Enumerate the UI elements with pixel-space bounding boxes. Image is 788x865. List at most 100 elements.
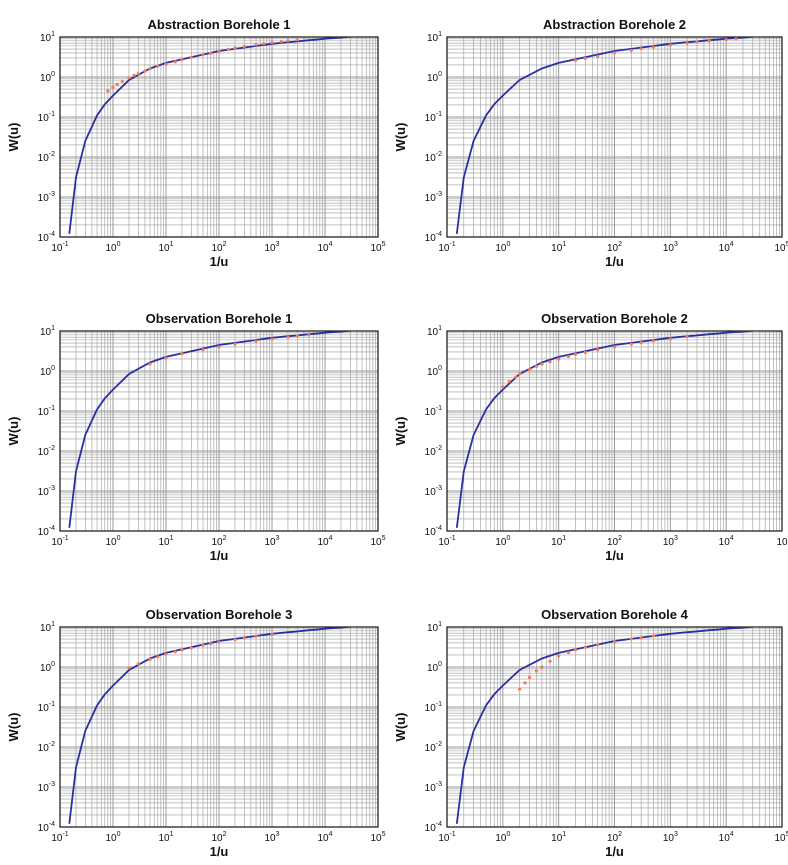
data-point: [534, 364, 539, 368]
x-axis-label: 1/u: [605, 844, 624, 859]
data-point: [651, 339, 656, 343]
data-point: [132, 73, 136, 77]
y-tick-label: 101: [427, 325, 442, 338]
x-axis-label: 1/u: [210, 844, 229, 859]
x-tick-label: 105: [774, 241, 788, 254]
plot-grid: [446, 37, 782, 238]
x-tick-label: 101: [158, 241, 173, 254]
x-tick-label: 103: [264, 241, 279, 254]
data-point: [596, 54, 600, 58]
data-point: [514, 375, 518, 379]
data-point: [164, 356, 168, 360]
data-point: [583, 56, 587, 61]
data-point: [226, 47, 230, 52]
data-point: [148, 362, 152, 366]
chart-title: Abstraction Borehole 1: [147, 17, 290, 32]
data-point: [254, 634, 258, 638]
data-point: [148, 657, 152, 662]
y-tick-label: 101: [40, 31, 55, 44]
y-axis-label: W(u): [393, 713, 408, 742]
x-tick-label: 102: [607, 535, 622, 548]
x-tick-label: 102: [607, 831, 622, 844]
chart-panel-3: Observation Borehole 1 10-1 100 101 102 103 10…: [6, 311, 386, 563]
y-tick-label: 10-4: [38, 231, 55, 244]
data-point: [270, 40, 274, 45]
y-tick-label: 10-1: [425, 701, 442, 714]
data-point: [106, 89, 110, 93]
data-point: [201, 348, 205, 352]
data-point: [242, 636, 246, 640]
y-tick-label: 10-3: [425, 191, 442, 204]
x-axis-label: 1/u: [605, 254, 624, 269]
data-point: [540, 665, 544, 669]
data-point: [548, 659, 552, 663]
data-point: [233, 638, 237, 642]
y-tick-label: 10-1: [38, 701, 55, 714]
x-tick-label: 10-1: [438, 535, 455, 548]
data-point: [173, 650, 177, 654]
data-point: [685, 335, 689, 339]
data-point: [233, 46, 237, 50]
data-point: [612, 640, 617, 644]
y-tick-label: 10-4: [38, 525, 55, 538]
data-point: [566, 650, 571, 655]
y-tick-label: 10-2: [425, 151, 442, 164]
x-tick-label: 105: [370, 831, 385, 844]
x-axis-label: 1/u: [210, 548, 229, 563]
y-tick-label: 100: [40, 365, 55, 378]
data-point: [527, 675, 532, 680]
data-point: [180, 352, 184, 356]
theis-type-curve: [455, 627, 763, 824]
x-tick-label: 103: [663, 535, 678, 548]
x-tick-label: 102: [607, 241, 622, 254]
x-tick-label: 100: [105, 535, 120, 548]
data-point: [295, 334, 299, 338]
x-tick-label: 101: [551, 535, 566, 548]
y-axis-label: W(u): [393, 417, 408, 446]
x-tick-label: 102: [211, 831, 226, 844]
data-point: [668, 337, 672, 341]
data-point: [217, 49, 221, 53]
data-point: [639, 47, 643, 51]
y-axis-label: W(u): [6, 123, 21, 152]
data-point: [651, 634, 656, 638]
x-tick-label: 101: [551, 831, 566, 844]
data-point: [523, 681, 527, 685]
chart-panel-5: Observation Borehole 3 10-1 100 101 102 103 10…: [6, 607, 386, 859]
data-point: [734, 37, 738, 41]
data-point: [612, 345, 617, 349]
y-tick-label: 10-4: [38, 821, 55, 834]
y-tick-label: 100: [40, 71, 55, 84]
plot-grid: [59, 331, 378, 532]
data-point: [573, 58, 578, 63]
data-point: [548, 360, 552, 364]
x-tick-label: 102: [211, 535, 226, 548]
y-tick-label: 10-3: [38, 191, 55, 204]
plot-frame: [59, 330, 379, 532]
x-tick-label: 100: [495, 535, 510, 548]
data-point: [507, 379, 511, 383]
data-point: [201, 53, 205, 57]
data-point: [707, 39, 712, 43]
chart-title: Abstraction Borehole 2: [543, 17, 686, 32]
plot-frame: [446, 330, 783, 532]
x-axis-label: 1/u: [605, 548, 624, 563]
data-point: [143, 69, 147, 73]
data-point: [307, 333, 311, 337]
y-tick-label: 10-3: [425, 485, 442, 498]
data-point: [668, 43, 672, 47]
x-tick-label: 103: [663, 831, 678, 844]
x-tick-label: 10-1: [438, 831, 455, 844]
x-tick-label: 100: [105, 831, 120, 844]
x-tick-label: 104: [719, 831, 734, 844]
y-tick-label: 10-3: [38, 485, 55, 498]
plot-grid: [446, 627, 782, 828]
data-point: [173, 60, 177, 64]
x-tick-label: 102: [211, 241, 226, 254]
data-point: [695, 40, 699, 44]
data-point: [120, 79, 124, 83]
data-point: [217, 640, 221, 644]
data-point: [127, 76, 131, 80]
data-point: [164, 652, 168, 656]
